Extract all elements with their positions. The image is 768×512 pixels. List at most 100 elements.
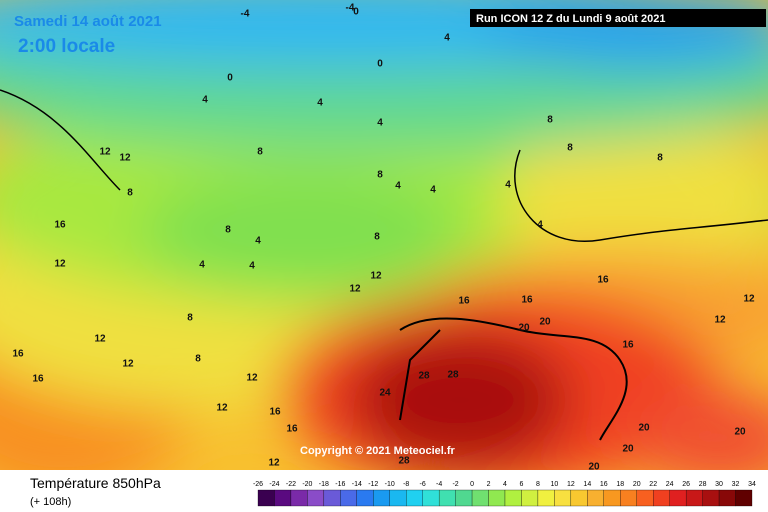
scale-swatch xyxy=(669,489,687,507)
contour-label: 16 xyxy=(622,340,634,351)
scale-tick-label: 14 xyxy=(583,481,591,488)
contour-label: 4 xyxy=(430,185,436,196)
contour-label: 16 xyxy=(597,275,609,286)
scale-tick-label: 22 xyxy=(649,481,657,488)
scale-tick-label: 18 xyxy=(616,481,624,488)
contour-label: 12 xyxy=(743,294,755,305)
scale-swatch xyxy=(455,489,473,507)
scale-tick-label: 8 xyxy=(536,481,540,488)
contour-label: 20 xyxy=(622,444,634,455)
scale-tick-label: 30 xyxy=(715,481,723,488)
contour-label: 20 xyxy=(539,317,551,328)
contour-label: 12 xyxy=(119,153,131,164)
scale-swatch xyxy=(323,489,341,507)
contour-label: 4 xyxy=(505,180,511,191)
contour-label: 4 xyxy=(444,33,450,44)
scale-swatch xyxy=(373,489,390,507)
scale-tick-label: 32 xyxy=(732,481,740,488)
contour-label: 12 xyxy=(94,334,106,345)
scale-tick-label: 12 xyxy=(567,481,575,488)
scale-swatch xyxy=(685,489,703,507)
contour-label: 20 xyxy=(518,323,530,334)
contour-label: 0 xyxy=(227,73,233,84)
scale-tick-label: -24 xyxy=(269,481,279,488)
scale-swatch xyxy=(422,489,440,507)
coastline xyxy=(0,89,768,242)
scale-swatch xyxy=(521,489,539,507)
scale-swatch xyxy=(570,489,588,507)
scale-swatch xyxy=(603,489,621,507)
scale-swatch xyxy=(587,489,604,507)
contour-label: 16 xyxy=(458,296,470,307)
contour-label: 12 xyxy=(268,458,280,469)
scale-swatch xyxy=(356,489,374,507)
contour-label: 16 xyxy=(521,295,533,306)
contour-label: 4 xyxy=(537,220,543,231)
scale-swatch xyxy=(257,489,275,507)
scale-tick-label: 0 xyxy=(470,481,474,488)
temperature-field xyxy=(0,0,768,470)
scale-tick-label: 34 xyxy=(748,481,756,488)
scale-swatch xyxy=(389,489,407,507)
scale-tick-label: -16 xyxy=(335,481,345,488)
scale-swatch xyxy=(438,489,456,507)
contour-label: 16 xyxy=(54,220,66,231)
contour-label: 4 xyxy=(255,236,261,247)
contour-label: 16 xyxy=(286,424,298,435)
scale-swatch xyxy=(718,489,736,507)
scale-swatch xyxy=(406,489,423,507)
scale-swatch xyxy=(554,489,572,507)
contour-label: 4 xyxy=(202,95,208,106)
run-box xyxy=(470,9,766,27)
contour-label: 8 xyxy=(187,313,193,324)
scale-tick-label: -14 xyxy=(352,481,362,488)
coastline xyxy=(399,317,628,441)
scale-tick-label: 2 xyxy=(487,481,491,488)
scale-swatch xyxy=(735,489,753,507)
scale-swatch xyxy=(274,489,292,507)
contour-label: 4 xyxy=(199,260,205,271)
scale-tick-label: -22 xyxy=(286,481,296,488)
date: Samedi 14 août 2021 xyxy=(14,13,162,30)
scale-tick-label: -18 xyxy=(319,481,329,488)
scale-tick-label: 6 xyxy=(520,481,524,488)
footer-subtitle: (+ 108h) xyxy=(30,496,71,508)
contour-label: 16 xyxy=(12,349,24,360)
scale-tick-label: -20 xyxy=(302,481,312,488)
contour-label: 24 xyxy=(379,388,391,399)
contour-label: 8 xyxy=(657,153,663,164)
contour-label: 12 xyxy=(122,359,134,370)
contour-label: 4 xyxy=(249,261,255,272)
scale-tick-label: -2 xyxy=(452,481,458,488)
scale-tick-label: -6 xyxy=(420,481,426,488)
copyright: Copyright © 2021 Meteociel.fr xyxy=(300,445,456,457)
contour-label: 8 xyxy=(374,232,380,243)
contour-label: 8 xyxy=(127,188,133,199)
scale-swatch xyxy=(290,489,308,507)
contour-label: 8 xyxy=(567,143,573,154)
contour-label: 12 xyxy=(216,403,228,414)
contour-label: 0 xyxy=(353,7,359,18)
scale-tick-label: -10 xyxy=(385,481,395,488)
scale-tick-label: 16 xyxy=(600,481,608,488)
contour-label: 8 xyxy=(257,147,263,158)
contour-label: 12 xyxy=(99,147,111,158)
contour-label: 8 xyxy=(195,354,201,365)
contour-label: 12 xyxy=(54,259,66,270)
contour-label: 4 xyxy=(395,181,401,192)
scale-swatch xyxy=(488,489,506,507)
contour-label: 16 xyxy=(269,407,281,418)
contour-label: -4 xyxy=(346,3,355,14)
scale-tick-label: 24 xyxy=(666,481,674,488)
contour-label: 0 xyxy=(377,59,383,70)
scale-tick-label: 10 xyxy=(551,481,559,488)
scale-tick-label: 4 xyxy=(503,481,507,488)
scale-tick-label: -12 xyxy=(368,481,378,488)
scale-tick-label: 26 xyxy=(682,481,690,488)
contour-label: 16 xyxy=(32,374,44,385)
time: 2:00 locale xyxy=(18,36,115,57)
scale-swatch xyxy=(307,489,325,507)
contour-label: 20 xyxy=(638,423,650,434)
